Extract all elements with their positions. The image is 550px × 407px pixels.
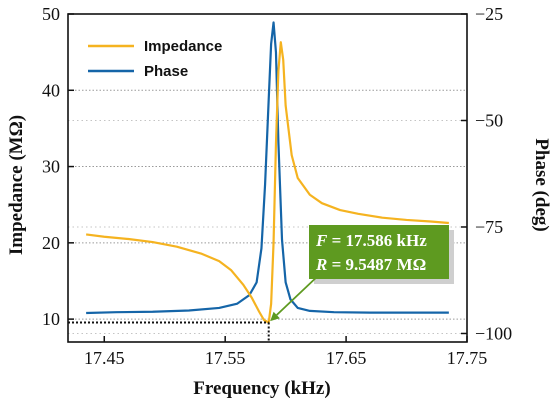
y-left-tick-label: 50 [42, 4, 60, 24]
annotation-frequency-var: F [315, 231, 328, 250]
x-tick-label: 17.45 [84, 348, 125, 368]
resonance-annotation: F = 17.586 kHz R = 9.5487 MΩ [270, 225, 454, 322]
legend-label-phase: Phase [144, 63, 188, 80]
annotation-resistance: R = 9.5487 MΩ [315, 255, 426, 274]
series-line-impedance [86, 41, 449, 324]
y-right-tick-label: −100 [475, 323, 512, 343]
legend: Impedance Phase [88, 38, 222, 80]
y-axis-right-title: Phase (deg) [531, 138, 550, 231]
annotation-arrowhead [270, 311, 280, 322]
annotation-frequency: F = 17.586 kHz [315, 231, 427, 250]
series-layer [86, 21, 449, 324]
annotation-frequency-value: = 17.586 kHz [327, 231, 427, 250]
plot-frame [67, 13, 468, 343]
annotation-box [309, 225, 449, 279]
annotation-arrow [276, 273, 321, 316]
x-tick-label: 17.55 [205, 348, 246, 368]
y-right-tick-label: −75 [475, 217, 503, 237]
y-axis-left-title: Impedance (MΩ) [6, 115, 27, 255]
ticks-layer: 17.45 17.55 17.65 17.75 10 20 30 40 50 −25 −50 −75 −… [42, 4, 512, 368]
series-line-phase [86, 21, 449, 315]
x-tick-label: 17.75 [447, 348, 488, 368]
annotation-resistance-var: R [315, 255, 327, 274]
y-right-tick-label: −50 [475, 110, 503, 130]
y-left-tick-label: 10 [42, 309, 60, 329]
x-tick-label: 17.65 [326, 348, 367, 368]
legend-label-impedance: Impedance [144, 38, 222, 55]
y-left-tick-label: 30 [42, 157, 60, 177]
y-right-tick-label: −25 [475, 4, 503, 24]
guide-layer [68, 321, 270, 342]
y-left-tick-label: 40 [42, 80, 60, 100]
annotation-resistance-value: = 9.5487 MΩ [327, 255, 426, 274]
x-axis-title: Frequency (kHz) [193, 378, 330, 399]
y-left-tick-label: 20 [42, 233, 60, 253]
